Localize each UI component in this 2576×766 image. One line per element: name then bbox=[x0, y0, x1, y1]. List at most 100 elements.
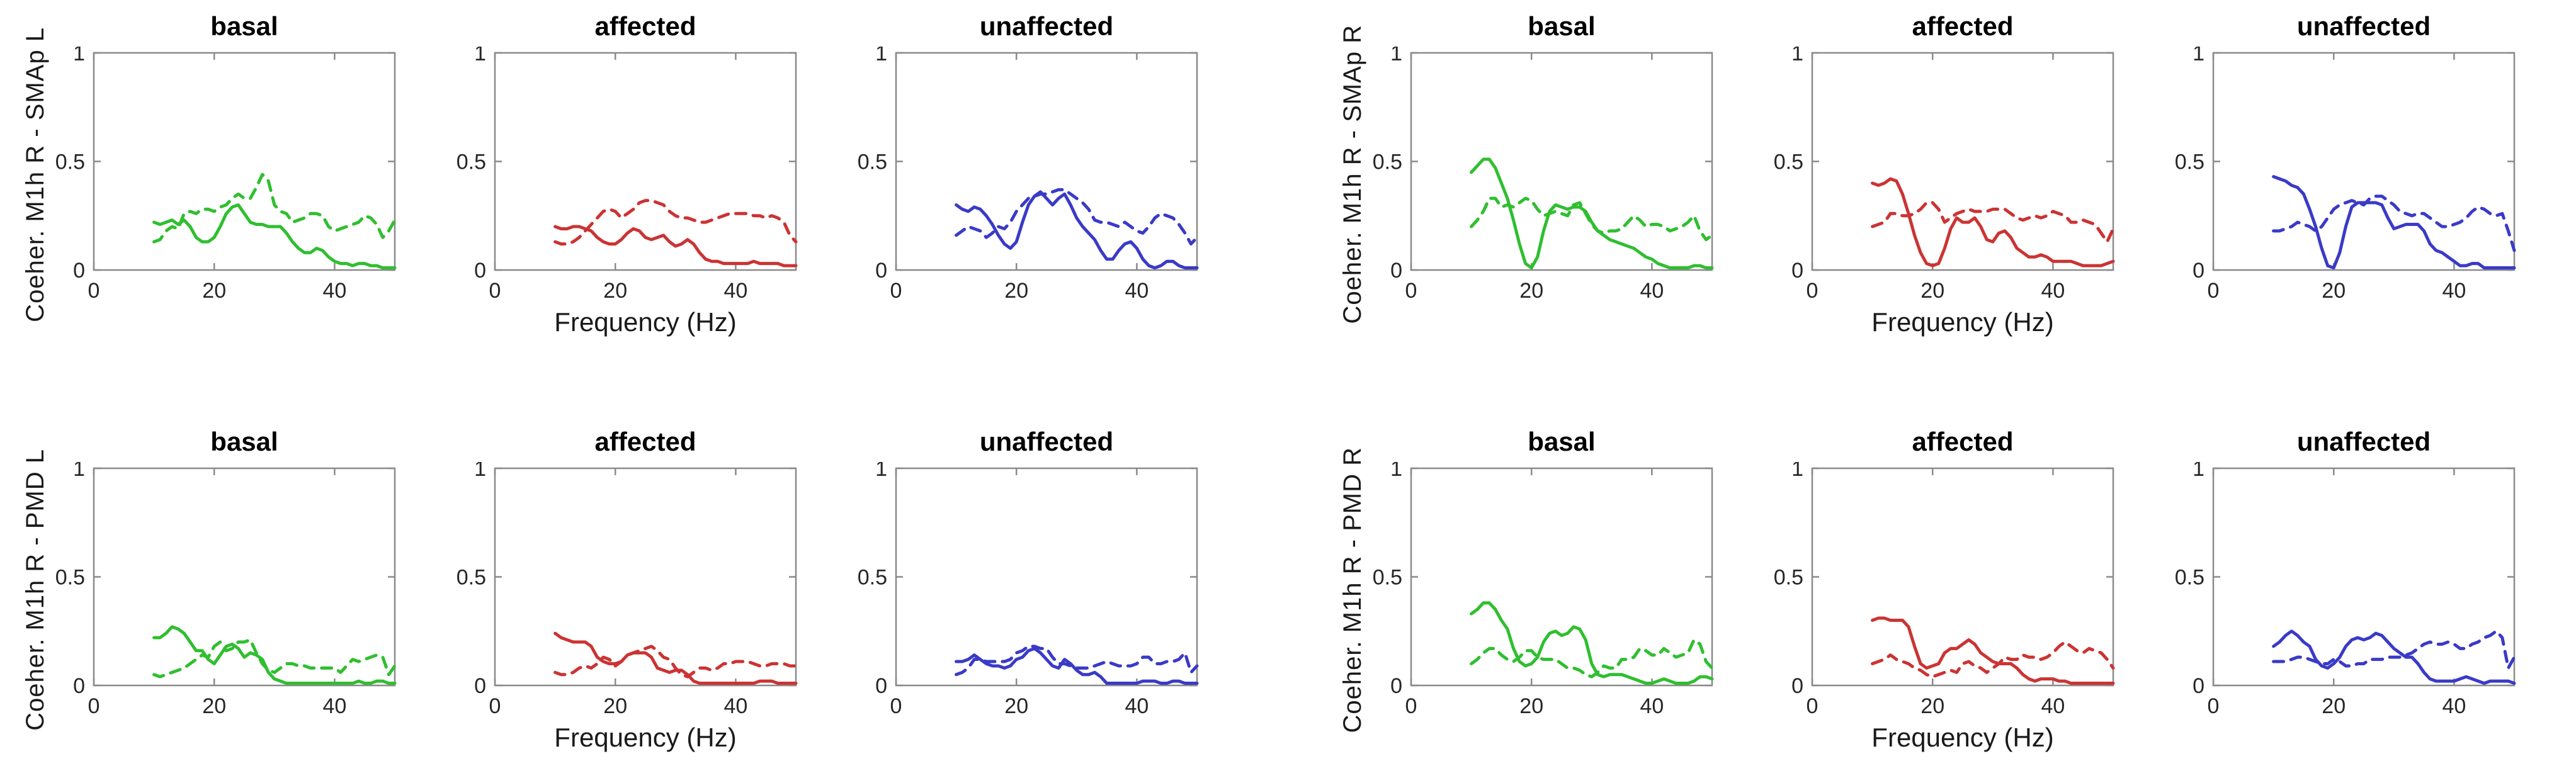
y-tick-label: 0 bbox=[875, 259, 887, 283]
y-axis-label-text: Coeher. M1h R - SMAp R bbox=[1338, 25, 1366, 324]
y-axis-label-text: Coeher. M1h R - SMAp L bbox=[21, 26, 49, 322]
y-tick-label: 0.5 bbox=[457, 150, 486, 174]
x-tick-label: 20 bbox=[1519, 694, 1543, 718]
plot-area: 0 20 40 0 0.5 1 bbox=[457, 47, 798, 303]
subplot-title: affected bbox=[1912, 427, 2014, 456]
x-tick-label: 40 bbox=[322, 279, 346, 303]
subplot-title: basal bbox=[210, 11, 278, 41]
subplot-smap-r-basal: basal 0 20 40 0 0.5 1 bbox=[1373, 8, 1774, 341]
y-tick-label: 0.5 bbox=[1774, 150, 1803, 174]
x-tick-label: 0 bbox=[1405, 694, 1417, 718]
plot-area: 0 20 40 0 0.5 1 bbox=[2175, 47, 2516, 303]
x-tick-label: 40 bbox=[2442, 694, 2466, 718]
x-tick-label: 0 bbox=[1405, 279, 1417, 303]
y-axis-label-pmd-r: Coeher. M1h R - PMD R bbox=[1332, 423, 1373, 757]
y-tick-label: 1 bbox=[1390, 462, 1402, 481]
y-tick-label: 1 bbox=[2193, 462, 2204, 481]
series-solid bbox=[1871, 616, 2115, 685]
x-tick-label: 20 bbox=[1004, 279, 1028, 303]
subplot-title: unaffected bbox=[2296, 11, 2431, 41]
y-axis-label-pmd-l: Coeher. M1h R - PMD L bbox=[15, 423, 55, 757]
y-tick-label: 0 bbox=[73, 674, 85, 698]
y-tick-label: 0 bbox=[2193, 259, 2204, 283]
axis-box bbox=[93, 52, 396, 271]
y-tick-label: 1 bbox=[1791, 47, 1803, 65]
y-tick-label: 1 bbox=[73, 462, 85, 481]
plot-area: 0 20 40 0 0.5 1 bbox=[2175, 462, 2516, 718]
y-tick-label: 0 bbox=[474, 674, 486, 698]
axis-box bbox=[2212, 467, 2516, 687]
y-tick-label: 1 bbox=[1791, 462, 1803, 481]
x-axis-label: Frequency (Hz) bbox=[554, 307, 737, 337]
group-pmd-l: Coeher. M1h R - PMD L basal 0 20 40 0 0.5 1 a… bbox=[15, 423, 1259, 757]
subplot-title: unaffected bbox=[2296, 427, 2431, 456]
subplot-title: basal bbox=[1528, 427, 1596, 456]
x-tick-label: 40 bbox=[2442, 279, 2466, 303]
plot-area: 0 20 40 0 0.5 1 bbox=[1774, 47, 2115, 303]
subplot-title: unaffected bbox=[979, 427, 1114, 456]
y-tick-label: 0.5 bbox=[1373, 566, 1402, 590]
series-solid bbox=[2272, 175, 2516, 270]
y-tick-label: 0.5 bbox=[858, 150, 887, 174]
x-tick-label: 40 bbox=[1640, 279, 1664, 303]
x-tick-label: 20 bbox=[202, 279, 226, 303]
x-axis-label: Frequency (Hz) bbox=[1871, 307, 2054, 337]
subplot-smap-l-unaffected: unaffected 0 20 40 0 0.5 1 bbox=[858, 8, 1259, 341]
row-pmd: Coeher. M1h R - PMD L basal 0 20 40 0 0.5 1 a… bbox=[0, 341, 2576, 757]
x-tick-label: 0 bbox=[489, 279, 501, 303]
series-dashed bbox=[553, 199, 798, 246]
x-tick-label: 20 bbox=[603, 279, 627, 303]
x-axis-label bbox=[896, 306, 1197, 341]
subplot-pmd-r-affected: affected 0 20 40 0 0.5 1 Frequency (Hz) bbox=[1774, 423, 2175, 757]
y-axis-label-text: Coeher. M1h R - PMD L bbox=[21, 449, 49, 731]
x-tick-label: 20 bbox=[1519, 279, 1543, 303]
y-tick-label: 1 bbox=[2193, 47, 2204, 65]
x-tick-label: 20 bbox=[603, 694, 627, 718]
y-axis-label-text: Coeher. M1h R - PMD R bbox=[1338, 446, 1366, 733]
series-dashed bbox=[1871, 201, 2115, 244]
x-axis-label bbox=[2213, 306, 2514, 341]
plot-area: 0 20 40 0 0.5 1 bbox=[55, 47, 397, 303]
y-tick-label: 0.5 bbox=[55, 150, 85, 174]
series-dashed bbox=[1871, 640, 2115, 679]
axis-box bbox=[895, 52, 1198, 271]
plot-area: 0 20 40 0 0.5 1 bbox=[1373, 47, 1714, 303]
plot-area: 0 20 40 0 0.5 1 bbox=[1774, 462, 2115, 718]
x-tick-label: 40 bbox=[1640, 694, 1664, 718]
subplot-title: basal bbox=[210, 427, 278, 456]
x-axis-label: Frequency (Hz) bbox=[554, 723, 737, 752]
subplot-smap-r-affected: affected 0 20 40 0 0.5 1 Frequency (Hz) bbox=[1774, 8, 2175, 341]
axis-box bbox=[1811, 467, 2114, 687]
x-tick-label: 40 bbox=[723, 279, 747, 303]
subplot-smap-r-unaffected: unaffected 0 20 40 0 0.5 1 bbox=[2175, 8, 2576, 341]
y-tick-label: 0 bbox=[1791, 259, 1803, 283]
group-smap-r: Coeher. M1h R - SMAp R basal 0 20 40 0 0.5 1 … bbox=[1332, 8, 2576, 341]
x-tick-label: 0 bbox=[489, 694, 501, 718]
y-tick-label: 0 bbox=[73, 259, 85, 283]
subplot-pmd-l-unaffected: unaffected 0 20 40 0 0.5 1 bbox=[858, 423, 1259, 757]
y-tick-label: 0.5 bbox=[858, 566, 887, 590]
series-solid bbox=[152, 203, 397, 270]
axis-box bbox=[895, 467, 1198, 687]
y-tick-label: 0 bbox=[1390, 259, 1402, 283]
series-dashed bbox=[1470, 638, 1714, 679]
group-pmd-r: Coeher. M1h R - PMD R basal 0 20 40 0 0.5 1 a… bbox=[1332, 423, 2576, 757]
y-tick-label: 0.5 bbox=[2175, 150, 2204, 174]
x-tick-label: 20 bbox=[1921, 279, 1944, 303]
plot-area: 0 20 40 0 0.5 1 bbox=[457, 462, 798, 718]
y-tick-label: 0.5 bbox=[457, 566, 486, 590]
x-axis-label bbox=[94, 306, 395, 341]
x-tick-label: 20 bbox=[1004, 694, 1028, 718]
y-tick-label: 0 bbox=[1791, 674, 1803, 698]
x-axis-label bbox=[2213, 721, 2514, 757]
series-dashed bbox=[152, 172, 397, 244]
x-tick-label: 40 bbox=[2041, 279, 2065, 303]
y-tick-label: 1 bbox=[1390, 47, 1402, 65]
subplot-pmd-r-basal: basal 0 20 40 0 0.5 1 bbox=[1373, 423, 1774, 757]
y-tick-label: 0 bbox=[1390, 674, 1402, 698]
series-solid bbox=[1871, 177, 2115, 268]
subplot-smap-l-basal: basal 0 20 40 0 0.5 1 bbox=[55, 8, 457, 341]
plot-area: 0 20 40 0 0.5 1 bbox=[55, 462, 397, 718]
axis-box bbox=[1410, 467, 1713, 687]
